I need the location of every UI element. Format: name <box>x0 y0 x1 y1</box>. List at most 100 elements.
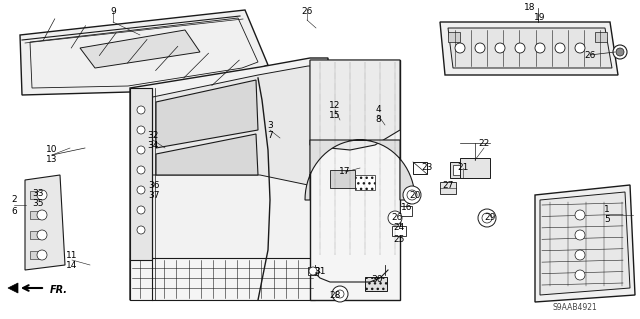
Polygon shape <box>540 192 630 295</box>
Circle shape <box>309 267 317 275</box>
Circle shape <box>37 190 47 200</box>
Text: S9AAB4921: S9AAB4921 <box>552 303 597 313</box>
Circle shape <box>137 166 145 174</box>
Polygon shape <box>156 134 258 175</box>
Polygon shape <box>305 140 415 200</box>
Circle shape <box>137 186 145 194</box>
Bar <box>330 170 355 188</box>
Circle shape <box>555 43 565 53</box>
Text: 22: 22 <box>478 138 490 147</box>
Text: 26: 26 <box>584 50 596 60</box>
Circle shape <box>137 146 145 154</box>
Bar <box>448 32 460 42</box>
Text: 28: 28 <box>330 291 340 300</box>
Text: 19: 19 <box>534 13 546 23</box>
Polygon shape <box>310 60 400 150</box>
Circle shape <box>575 210 585 220</box>
Text: 24: 24 <box>394 224 404 233</box>
Circle shape <box>137 126 145 134</box>
Text: 31: 31 <box>314 268 326 277</box>
Text: 21: 21 <box>458 164 468 173</box>
Circle shape <box>403 186 421 204</box>
Circle shape <box>535 43 545 53</box>
Polygon shape <box>8 283 18 293</box>
Bar <box>595 32 607 42</box>
Polygon shape <box>20 10 268 95</box>
Bar <box>308 267 318 275</box>
Polygon shape <box>535 185 635 302</box>
Text: 37: 37 <box>148 190 160 199</box>
Polygon shape <box>80 30 200 68</box>
Circle shape <box>137 206 145 214</box>
Circle shape <box>616 48 624 56</box>
Text: 4: 4 <box>375 106 381 115</box>
Text: 33: 33 <box>32 189 44 197</box>
Text: 1: 1 <box>604 205 610 214</box>
Circle shape <box>515 43 525 53</box>
Text: 16: 16 <box>401 204 413 212</box>
Bar <box>365 277 387 291</box>
Circle shape <box>37 230 47 240</box>
Circle shape <box>482 213 492 223</box>
Circle shape <box>575 270 585 280</box>
Text: 13: 13 <box>46 155 58 165</box>
Bar <box>400 206 412 216</box>
Circle shape <box>455 43 465 53</box>
Polygon shape <box>130 58 328 300</box>
Circle shape <box>495 43 505 53</box>
Text: FR.: FR. <box>50 285 68 295</box>
Bar <box>30 211 40 219</box>
Text: 10: 10 <box>46 145 58 154</box>
Circle shape <box>37 250 47 260</box>
Bar <box>450 162 472 178</box>
Text: 25: 25 <box>394 235 404 244</box>
Polygon shape <box>156 80 258 148</box>
Circle shape <box>478 209 496 227</box>
Polygon shape <box>25 175 65 270</box>
Text: 5: 5 <box>604 216 610 225</box>
Circle shape <box>407 190 417 200</box>
Circle shape <box>336 290 344 298</box>
Circle shape <box>332 286 348 302</box>
Text: 3: 3 <box>267 121 273 130</box>
Bar <box>460 158 490 178</box>
Text: 23: 23 <box>421 164 433 173</box>
Text: 14: 14 <box>67 261 77 270</box>
Text: 20: 20 <box>410 190 420 199</box>
Bar <box>30 231 40 239</box>
Bar <box>30 191 40 199</box>
Text: 30: 30 <box>371 276 383 285</box>
Bar <box>355 175 375 190</box>
Circle shape <box>475 43 485 53</box>
Text: 15: 15 <box>329 110 340 120</box>
Circle shape <box>388 211 402 225</box>
Text: 12: 12 <box>330 100 340 109</box>
Polygon shape <box>310 60 400 300</box>
Bar <box>30 251 40 259</box>
Polygon shape <box>148 66 320 185</box>
Text: 17: 17 <box>339 167 351 176</box>
Text: 34: 34 <box>147 140 159 150</box>
Polygon shape <box>448 28 612 68</box>
Text: 32: 32 <box>147 130 159 139</box>
Bar <box>440 182 456 194</box>
Bar <box>413 162 427 174</box>
Text: 29: 29 <box>484 213 496 222</box>
Bar <box>453 165 469 175</box>
Circle shape <box>575 250 585 260</box>
Circle shape <box>575 43 585 53</box>
Circle shape <box>37 210 47 220</box>
Circle shape <box>137 106 145 114</box>
Polygon shape <box>130 258 315 300</box>
Bar <box>392 226 406 236</box>
Circle shape <box>613 45 627 59</box>
Text: 27: 27 <box>442 182 454 190</box>
Text: 2: 2 <box>11 196 17 204</box>
Text: 11: 11 <box>67 250 77 259</box>
Circle shape <box>137 226 145 234</box>
Text: 6: 6 <box>11 207 17 217</box>
Text: 18: 18 <box>524 4 536 12</box>
Text: 7: 7 <box>267 130 273 139</box>
Text: 9: 9 <box>110 8 116 17</box>
Polygon shape <box>440 22 618 75</box>
